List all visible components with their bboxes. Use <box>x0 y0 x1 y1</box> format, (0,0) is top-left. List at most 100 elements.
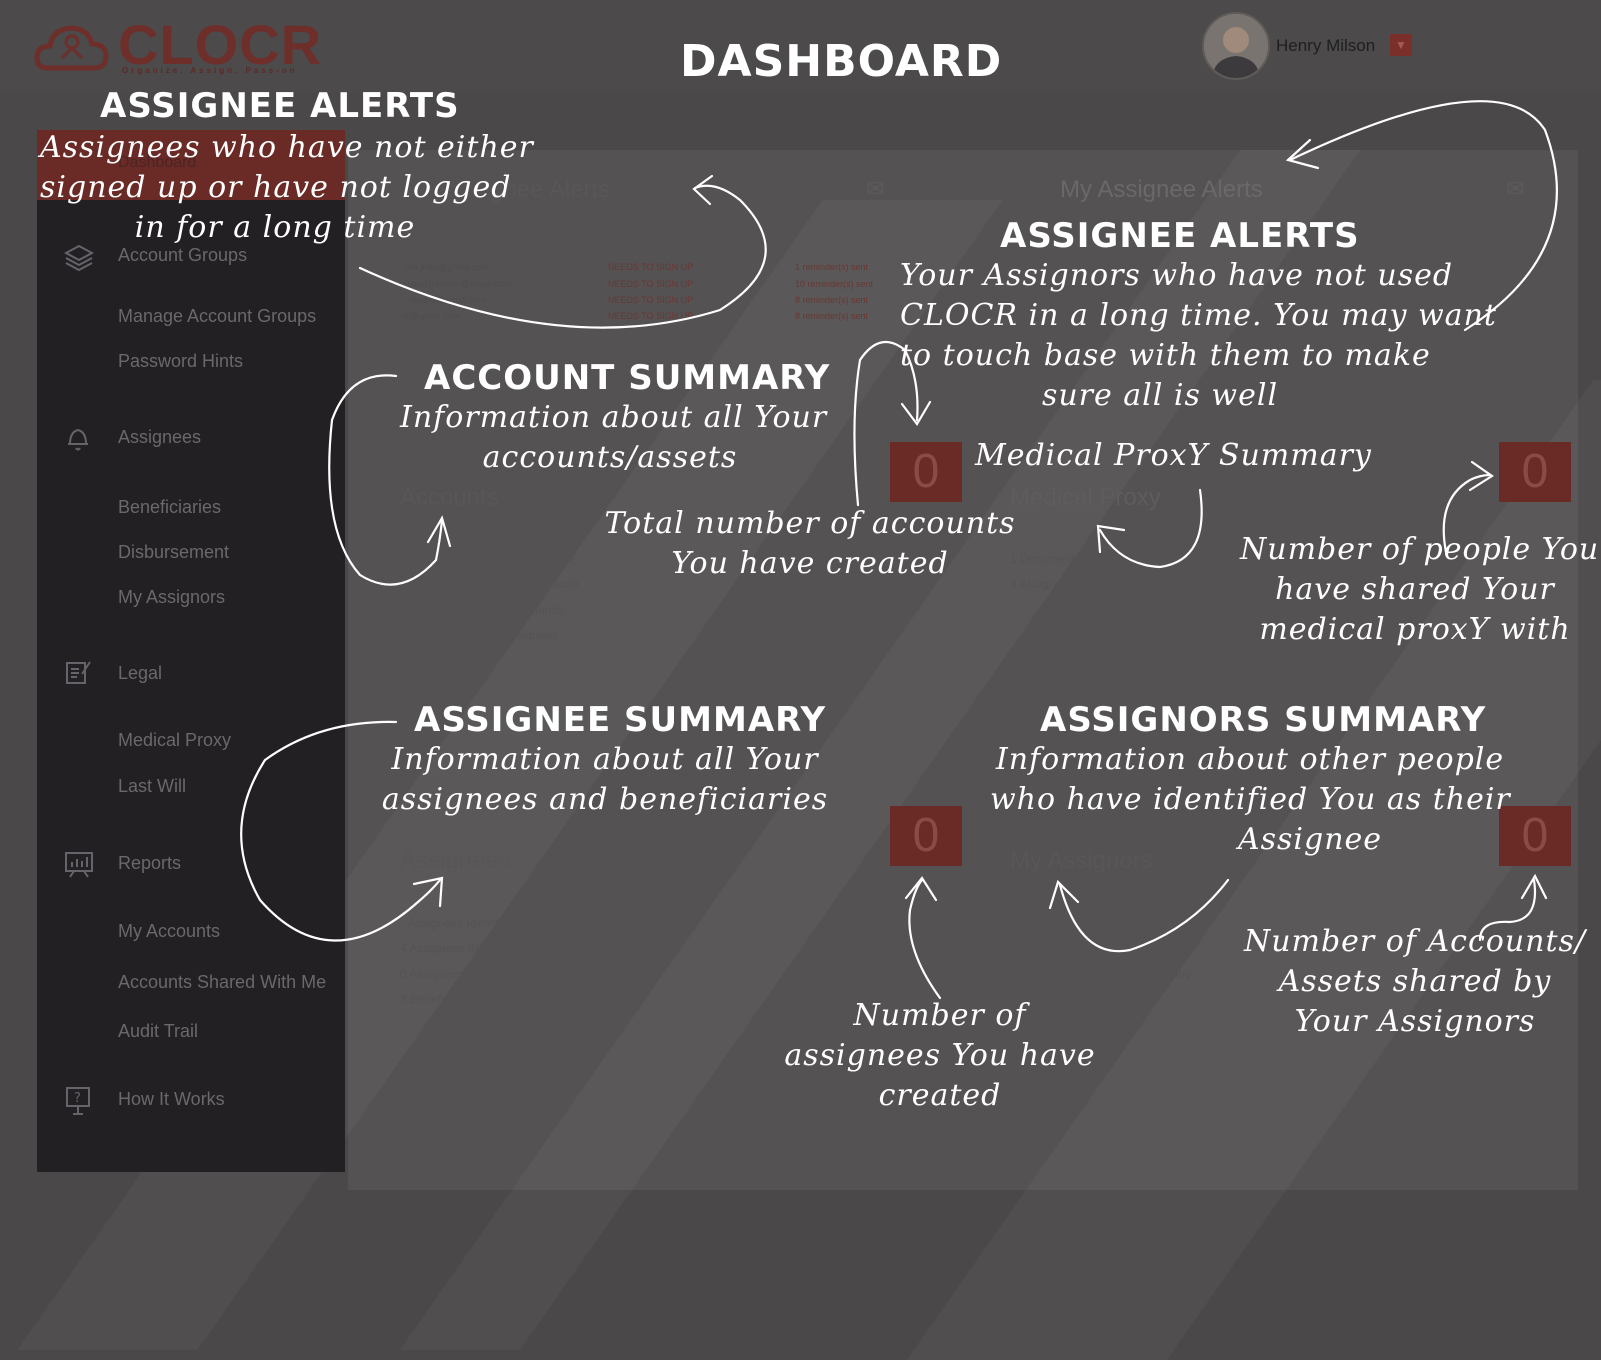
arrow-medical-head <box>1098 488 1203 569</box>
my-assignee-alerts-title: My Assignee Alerts <box>1060 176 1263 203</box>
sidebar-item-my-accounts[interactable]: My Accounts <box>118 921 221 941</box>
mail-icon[interactable]: ✉ <box>866 176 885 201</box>
annotation-text: Total number of accounts You have create… <box>604 506 1016 581</box>
accounts-line: Accounts in Normal Secure Mode <box>400 577 579 591</box>
my-assignors-line: 1 Selected me as their Assignee <box>1010 916 1182 930</box>
alert-status: NEEDS TO SIGN UP <box>608 262 694 272</box>
annotation-heading: ASSIGNEE ALERTS <box>1000 216 1360 256</box>
alert-email: dj@gmail.com <box>403 311 461 321</box>
assignees-line: Assignees Identified <box>408 916 516 930</box>
medical-proxy-line: 1 Documents <box>1010 552 1081 566</box>
page-title: DASHBOARD <box>680 36 1003 87</box>
annotation-heading: ASSIGNEE ALERTS <box>100 86 460 126</box>
top-header <box>0 0 1601 92</box>
assignees-panel-title: Assignees <box>400 847 511 874</box>
question-board-icon: ? <box>64 1086 92 1122</box>
sidebar <box>37 130 345 1172</box>
alert-reminder: 8 reminder(s) sent <box>795 311 869 321</box>
arrowhead <box>904 876 938 902</box>
annotation-text: Your Assignors who have not used CLOCR i… <box>900 258 1497 413</box>
logo-text[interactable]: CLOCR <box>118 13 323 76</box>
my-assignors-count-badge[interactable]: 0 <box>1499 806 1571 866</box>
arrowhead <box>412 876 444 908</box>
my-assignors-panel-title: My Assignors <box>1010 847 1153 874</box>
chart-board-icon <box>64 850 94 884</box>
arrow-alerts-right <box>1288 100 1558 332</box>
alert-reminder: 1 reminder(s) sent <box>795 262 869 272</box>
annotation-text: Assignees who have not either signed up … <box>40 130 534 245</box>
accounts-line: 1 Accounts in Ultra-Secure Mode <box>400 552 576 566</box>
arrow-accounts <box>328 374 444 586</box>
dashboard-content-area <box>348 150 1578 1190</box>
layers-icon <box>63 244 95 278</box>
avatar[interactable] <box>1202 12 1270 80</box>
accounts-panel-title: Accounts <box>400 484 499 511</box>
sidebar-item-audit-trail[interactable]: Audit Trail <box>118 1021 199 1041</box>
my-assignors-line: 4 Accounts have been shared <box>1010 941 1169 955</box>
arrowhead <box>1048 879 1080 910</box>
arrowhead <box>426 515 452 548</box>
arrowhead <box>900 400 932 426</box>
annotation-text: Number of people You have shared Your me… <box>1240 532 1600 647</box>
alert-status: NEEDS TO SIGN UP <box>608 295 694 305</box>
sidebar-item-disbursement[interactable]: Disbursement <box>118 542 230 562</box>
medical-proxy-panel-title: Medical Proxy <box>1010 484 1161 511</box>
logo-tagline: Organize. Assign. Pass-on <box>122 66 298 75</box>
accounts-count-badge[interactable]: 0 <box>890 442 962 502</box>
user-menu-dropdown-icon[interactable]: ▼ <box>1390 34 1412 56</box>
accounts-line: 3 Accounts without Assignees <box>400 628 559 642</box>
assignees-line: 0 Assignees don't have Accounts Assigned <box>400 967 628 981</box>
sidebar-item-password-hints[interactable]: Password Hints <box>118 351 244 371</box>
accounts-line: 0 Accounts without Documents <box>400 603 565 617</box>
arrow-assignors-count <box>1478 878 1537 942</box>
annotation-text: Medical ProxY Summary <box>975 438 1372 473</box>
assignees-count-badge[interactable]: 0 <box>890 806 962 866</box>
arrow-assignors <box>1058 878 1230 953</box>
annotation-text: Number of assignees You have created <box>784 998 1096 1113</box>
alert-reminder: 8 reminder(s) sent <box>795 295 869 305</box>
sidebar-item-medical-proxy[interactable]: Medical Proxy <box>118 730 232 750</box>
arrow-medical-people <box>1442 473 1492 554</box>
alert-email: susan.johnson@gmail.com <box>403 279 512 289</box>
sidebar-item-last-will[interactable]: Last Will <box>118 776 187 796</box>
mail-icon[interactable]: ✉ <box>1506 176 1525 201</box>
sidebar-item-label: Dashboard <box>118 154 197 171</box>
sidebar-item-assignees[interactable]: Assignees <box>118 427 202 447</box>
sidebar-item-my-assignors[interactable]: My Assignors <box>118 587 226 607</box>
arrow-alerts-left <box>358 184 767 329</box>
sidebar-item-legal[interactable]: Legal <box>118 663 163 683</box>
alert-status: NEEDS TO SIGN UP <box>608 279 694 289</box>
my-assignors-line: 0 Selected me as their Beneficiary <box>1010 967 1193 981</box>
user-name[interactable]: Henry Milson <box>1276 36 1376 55</box>
arrowhead <box>1520 873 1548 900</box>
annotation-heading: ACCOUNT SUMMARY <box>424 358 831 398</box>
sidebar-item-dashboard[interactable] <box>37 130 345 200</box>
bell-icon <box>64 424 92 458</box>
arrow-assignees <box>240 720 442 942</box>
sidebar-item-account-groups[interactable]: Account Groups <box>118 245 248 265</box>
medical-proxy-count-badge[interactable]: 0 <box>1499 442 1571 502</box>
assignees-line: 4 Assignees that were Assigned Accounts <box>400 941 622 955</box>
sidebar-item-manage-account-groups[interactable]: Manage Account Groups <box>118 306 317 326</box>
clocr-logo-icon[interactable] <box>34 18 110 78</box>
arrow-assignees-count <box>908 878 942 1000</box>
annotation-text: Information about other people who have … <box>990 742 1511 857</box>
svg-text:?: ? <box>74 1091 81 1106</box>
sidebar-item-reports[interactable]: Reports <box>118 853 182 873</box>
arrow-total-accounts <box>853 340 919 507</box>
sidebar-item-beneficiaries[interactable]: Beneficiaries <box>118 497 222 517</box>
annotation-text: Number of Accounts/ Assets shared by You… <box>1243 924 1587 1039</box>
alert-reminder: 10 reminder(s) sent <box>795 279 874 289</box>
assignees-line: 3 Beneficiaries <box>400 992 479 1006</box>
sidebar-item-how-it-works[interactable]: How It Works <box>118 1089 225 1109</box>
annotation-text: Information about all Your assignees and… <box>381 742 829 817</box>
document-edit-icon <box>64 658 92 692</box>
annotation-heading: ASSIGNEE SUMMARY <box>414 700 827 740</box>
annotation-text: Information about all Your accounts/asse… <box>400 400 828 475</box>
sidebar-item-accounts-shared-with-me[interactable]: Accounts Shared With Me <box>118 972 327 992</box>
alert-status: NEEDS TO SIGN UP <box>608 311 694 321</box>
arrowhead <box>692 174 714 206</box>
assignee-alerts-title: gnee Alerts <box>490 176 611 203</box>
user-portrait-icon <box>1204 14 1268 78</box>
